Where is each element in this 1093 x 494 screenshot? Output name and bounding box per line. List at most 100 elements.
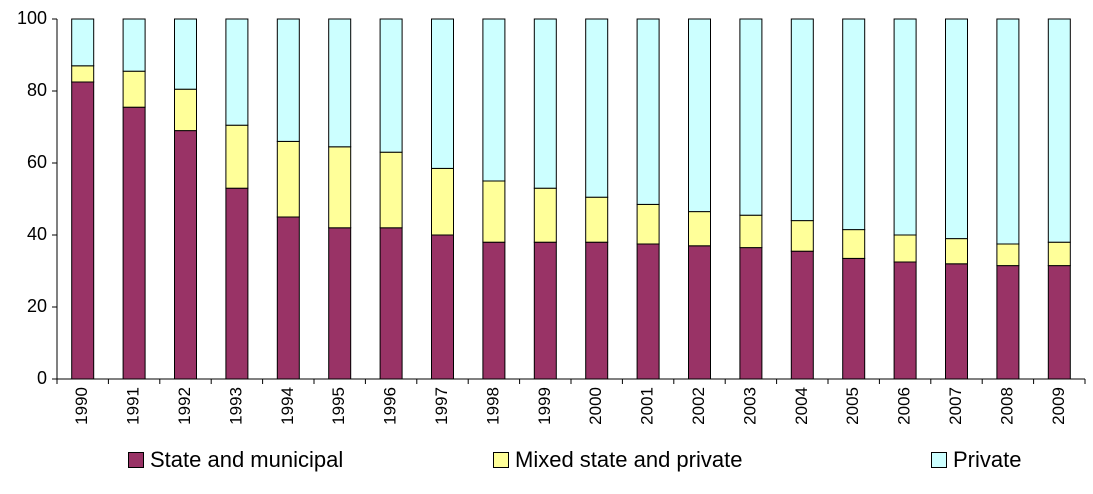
bar-mixed-state-and-private-2006 [893, 234, 917, 263]
bar-state-and-municipal-1993 [225, 187, 249, 380]
bar-state-and-municipal-1996 [379, 227, 403, 380]
bar-mixed-state-and-private-2002 [688, 211, 711, 247]
x-tick-label-2005: 2005 [843, 387, 862, 425]
legend-swatch-mixed-state-and-private [493, 452, 509, 468]
x-tick-label-2003: 2003 [740, 387, 759, 425]
bar-mixed-state-and-private-1997 [431, 167, 454, 236]
x-tick-label-1992: 1992 [175, 387, 194, 425]
bar-state-and-municipal-1991 [122, 106, 146, 380]
legend: State and municipal Mixed state and priv… [0, 440, 1093, 480]
bar-state-and-municipal-1990 [71, 81, 95, 380]
legend-swatch-state-and-municipal [128, 452, 144, 468]
bar-mixed-state-and-private-2007 [945, 238, 968, 265]
bar-private-1996 [379, 18, 403, 153]
bar-mixed-state-and-private-2008 [996, 243, 1020, 267]
bar-state-and-municipal-2009 [1047, 265, 1071, 380]
x-tick-label-1991: 1991 [124, 387, 143, 425]
bar-state-and-municipal-1998 [482, 241, 506, 380]
bar-state-and-municipal-2006 [893, 261, 917, 380]
y-tick-label-80: 80 [27, 80, 47, 100]
bar-state-and-municipal-2001 [636, 243, 660, 380]
bar-mixed-state-and-private-2005 [842, 229, 866, 259]
bar-private-1994 [276, 18, 300, 142]
bar-private-2003 [739, 18, 763, 216]
legend-label-state-and-municipal: State and municipal [150, 447, 344, 472]
bar-state-and-municipal-1997 [431, 234, 454, 380]
legend-item-private: Private [931, 440, 1021, 480]
y-tick-label-0: 0 [37, 368, 47, 388]
bar-mixed-state-and-private-2004 [790, 220, 814, 252]
bars-layer [71, 18, 1071, 380]
x-tick-label-1994: 1994 [278, 387, 297, 425]
x-tick-label-2008: 2008 [997, 387, 1016, 425]
bar-private-2007 [945, 18, 968, 240]
x-tick-label-1993: 1993 [226, 387, 245, 425]
bar-mixed-state-and-private-1996 [379, 151, 403, 229]
bar-mixed-state-and-private-2009 [1047, 241, 1071, 267]
bar-private-2006 [893, 18, 917, 236]
x-tick-label-2002: 2002 [689, 387, 708, 425]
y-tick-label-100: 100 [17, 8, 47, 28]
x-tick-label-2004: 2004 [792, 387, 811, 425]
legend-label-private: Private [953, 447, 1022, 472]
bar-private-1993 [225, 18, 249, 126]
bar-private-1997 [431, 18, 454, 169]
y-tick-label-20: 20 [27, 296, 47, 316]
bar-mixed-state-and-private-1993 [225, 124, 249, 189]
chart-plot: 1990 1991 1992 1993 1994 1995 1996 1997 1998 1999… [17, 8, 1086, 425]
bar-state-and-municipal-1995 [328, 227, 352, 380]
x-tick-label-1999: 1999 [535, 387, 554, 425]
bar-state-and-municipal-2003 [739, 247, 763, 380]
bar-mixed-state-and-private-1995 [328, 146, 352, 229]
legend-label-mixed-state-and-private: Mixed state and private [515, 447, 743, 472]
bar-mixed-state-and-private-2003 [739, 214, 763, 249]
bar-private-1990 [71, 18, 95, 67]
bar-private-2001 [636, 18, 660, 205]
bar-state-and-municipal-2000 [585, 241, 609, 380]
x-tick-label-1995: 1995 [329, 387, 348, 425]
bar-mixed-state-and-private-2000 [585, 196, 609, 243]
bar-private-2002 [688, 18, 711, 213]
bar-mixed-state-and-private-2001 [636, 203, 660, 245]
x-tick-label-2009: 2009 [1049, 387, 1068, 425]
bar-mixed-state-and-private-1990 [71, 65, 95, 83]
bar-state-and-municipal-2008 [996, 265, 1020, 380]
bar-state-and-municipal-2002 [688, 245, 711, 380]
bar-private-1995 [328, 18, 352, 148]
bar-private-1992 [174, 18, 197, 90]
x-tick-label-2007: 2007 [946, 387, 965, 425]
y-tick-label-60: 60 [27, 152, 47, 172]
bar-private-2009 [1047, 18, 1071, 243]
bar-mixed-state-and-private-1994 [276, 140, 300, 218]
bar-private-2004 [790, 18, 814, 222]
y-tick-label-40: 40 [27, 224, 47, 244]
legend-item-state-and-municipal: State and municipal [128, 440, 343, 480]
bar-state-and-municipal-1992 [174, 130, 197, 380]
x-tick-label-1998: 1998 [483, 387, 502, 425]
bar-mixed-state-and-private-1998 [482, 180, 506, 243]
x-tick-label-2006: 2006 [895, 387, 914, 425]
x-tick-label-1997: 1997 [432, 387, 451, 425]
x-tick-label-2000: 2000 [586, 387, 605, 425]
bar-private-1999 [533, 18, 557, 189]
bar-state-and-municipal-2004 [790, 250, 814, 380]
bar-private-1991 [122, 18, 146, 72]
bar-state-and-municipal-2005 [842, 257, 866, 380]
legend-swatch-private [931, 452, 947, 468]
bar-state-and-municipal-1999 [533, 241, 557, 380]
bar-private-2005 [842, 18, 866, 231]
bar-mixed-state-and-private-1991 [122, 70, 146, 108]
bar-private-2008 [996, 18, 1020, 245]
legend-item-mixed-state-and-private: Mixed state and private [493, 440, 742, 480]
bar-private-2000 [585, 18, 609, 198]
bar-state-and-municipal-1994 [276, 216, 300, 380]
axes-layer: 1990 1991 1992 1993 1994 1995 1996 1997 1998 1999… [17, 8, 1086, 425]
x-tick-label-2001: 2001 [638, 387, 657, 425]
bar-mixed-state-and-private-1999 [533, 187, 557, 243]
bar-mixed-state-and-private-1992 [174, 88, 197, 132]
x-tick-label-1996: 1996 [381, 387, 400, 425]
bar-state-and-municipal-2007 [945, 263, 968, 380]
x-tick-label-1990: 1990 [72, 387, 91, 425]
bar-private-1998 [482, 18, 506, 182]
